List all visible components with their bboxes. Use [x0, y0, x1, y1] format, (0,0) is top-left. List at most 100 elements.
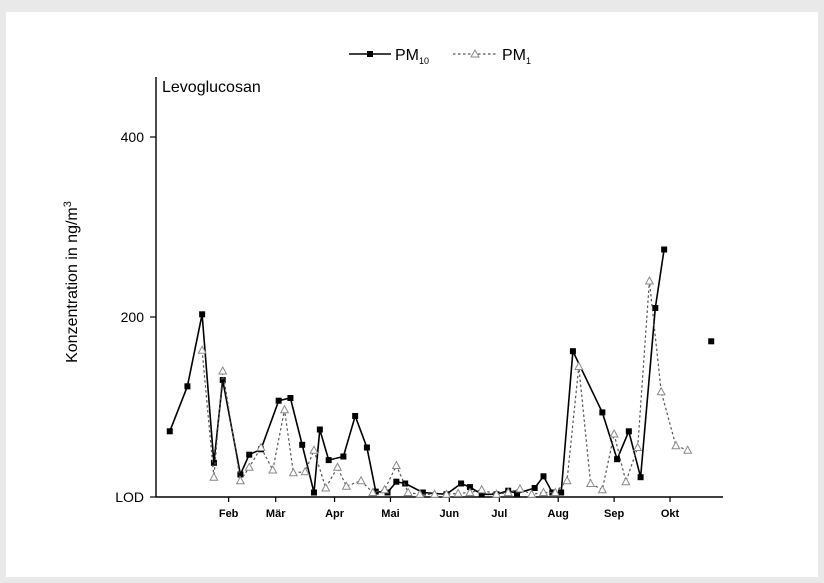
- data-point-pm1: [574, 361, 584, 370]
- data-point-pm10: [287, 395, 294, 401]
- y-tick-label: 200: [121, 309, 145, 325]
- data-point-pm1: [300, 466, 310, 476]
- data-point-pm10: [599, 409, 606, 416]
- data-point-pm1: [562, 475, 572, 485]
- data-point-pm10: [393, 478, 400, 485]
- data-point-pm10: [219, 377, 226, 383]
- data-point-pm1: [197, 345, 207, 354]
- data-point-pm10: [275, 397, 282, 404]
- data-point-pm10: [199, 311, 206, 318]
- data-point-pm10: [325, 457, 332, 464]
- data-point-pm1: [279, 404, 290, 414]
- data-point-pm1: [656, 386, 666, 396]
- x-tick-label: Apr: [325, 508, 345, 520]
- data-point-pm10: [569, 348, 576, 355]
- data-point-pm10: [210, 459, 217, 466]
- data-point-pm1: [368, 487, 378, 496]
- data-point-pm10: [299, 441, 306, 448]
- data-point-pm1: [453, 488, 463, 497]
- data-point-pm1: [391, 460, 401, 469]
- x-tick-label: Aug: [548, 508, 569, 520]
- data-point-pm1: [465, 487, 475, 496]
- data-point-pm1: [644, 275, 655, 285]
- series-pm10: [166, 246, 715, 498]
- data-point-pm1: [671, 440, 681, 450]
- data-point-pm1: [683, 445, 693, 454]
- data-point-pm1: [585, 478, 596, 487]
- legend-pm10-marker: [367, 51, 373, 57]
- data-point-pm10: [316, 426, 323, 433]
- x-tick-label: Mär: [266, 508, 286, 520]
- series-pm1: [197, 275, 693, 498]
- x-tick-label: Okt: [661, 508, 680, 520]
- data-point-pm10: [478, 491, 485, 498]
- data-point-pm10: [637, 474, 644, 481]
- data-point-pm10: [352, 413, 359, 419]
- data-point-pm10: [340, 453, 347, 460]
- data-point-pm1: [429, 489, 440, 498]
- data-point-pm1: [597, 484, 607, 494]
- data-point-pm1: [341, 481, 351, 490]
- y-tick-label: LOD: [115, 489, 144, 505]
- series-line-pm1: [201, 280, 688, 495]
- data-point-pm1: [415, 489, 425, 498]
- data-point-pm1: [527, 489, 537, 498]
- data-point-pm10: [540, 473, 547, 480]
- data-point-pm10: [558, 489, 565, 496]
- legend: PM10 PM1: [349, 47, 531, 66]
- data-point-pm1: [235, 475, 246, 485]
- y-axis-label: Konzentration in ng/m3: [62, 201, 81, 363]
- axes: [155, 77, 723, 498]
- x-ticks: Feb Mär Apr Mai Jun Jul Aug Sep Okt: [219, 497, 680, 520]
- data-point-pm10: [708, 338, 715, 345]
- data-point-pm10: [531, 485, 538, 491]
- data-point-pm10: [402, 480, 409, 487]
- chart-frame: Levoglucosan Konzentration in ng/m3 LOD 2…: [6, 12, 818, 577]
- y-ticks: LOD 200 400: [115, 129, 156, 505]
- x-tick-label: Jul: [491, 508, 507, 520]
- data-point-pm1: [633, 442, 643, 451]
- data-point-pm1: [515, 483, 525, 493]
- data-point-pm10: [652, 305, 659, 311]
- data-point-pm1: [477, 484, 487, 494]
- data-point-pm1: [288, 467, 299, 477]
- chart-title: Levoglucosan: [162, 79, 261, 96]
- x-tick-label: Jun: [440, 508, 460, 520]
- data-point-pm1: [321, 482, 331, 492]
- levoglucosan-line-chart: Levoglucosan Konzentration in ng/m3 LOD 2…: [62, 47, 723, 520]
- legend-pm1-label: PM1: [502, 47, 531, 66]
- data-point-pm10: [419, 489, 426, 496]
- x-tick-label: Feb: [219, 508, 239, 520]
- data-point-pm10: [363, 444, 370, 451]
- data-point-pm10: [184, 383, 191, 390]
- data-point-pm1: [332, 462, 343, 471]
- data-point-pm1: [244, 462, 254, 471]
- data-point-pm10: [661, 246, 668, 253]
- data-point-pm10: [237, 471, 244, 478]
- data-point-pm10: [166, 428, 173, 435]
- legend-pm10-label: PM10: [395, 47, 429, 66]
- data-point-pm1: [503, 487, 513, 496]
- data-point-pm1: [609, 428, 619, 438]
- legend-pm1-marker: [470, 48, 480, 58]
- data-point-pm10: [310, 489, 317, 496]
- data-point-pm1: [218, 365, 228, 375]
- data-point-pm10: [614, 456, 621, 463]
- data-point-pm10: [514, 490, 521, 497]
- data-point-pm10: [625, 428, 632, 435]
- data-point-pm1: [491, 489, 502, 498]
- data-point-pm1: [209, 472, 219, 481]
- data-point-pm1: [268, 464, 278, 474]
- y-tick-label: 400: [121, 129, 145, 145]
- data-point-pm10: [458, 480, 465, 487]
- data-point-pm1: [309, 445, 319, 454]
- data-point-pm1: [256, 442, 266, 451]
- data-point-pm1: [403, 487, 413, 496]
- series-line-pm10: [169, 249, 665, 496]
- data-point-pm1: [621, 476, 631, 486]
- data-point-pm1: [550, 487, 560, 496]
- series-layer: [166, 246, 715, 498]
- data-point-pm10: [246, 451, 253, 458]
- data-point-pm1: [379, 484, 390, 494]
- data-point-pm1: [538, 487, 549, 496]
